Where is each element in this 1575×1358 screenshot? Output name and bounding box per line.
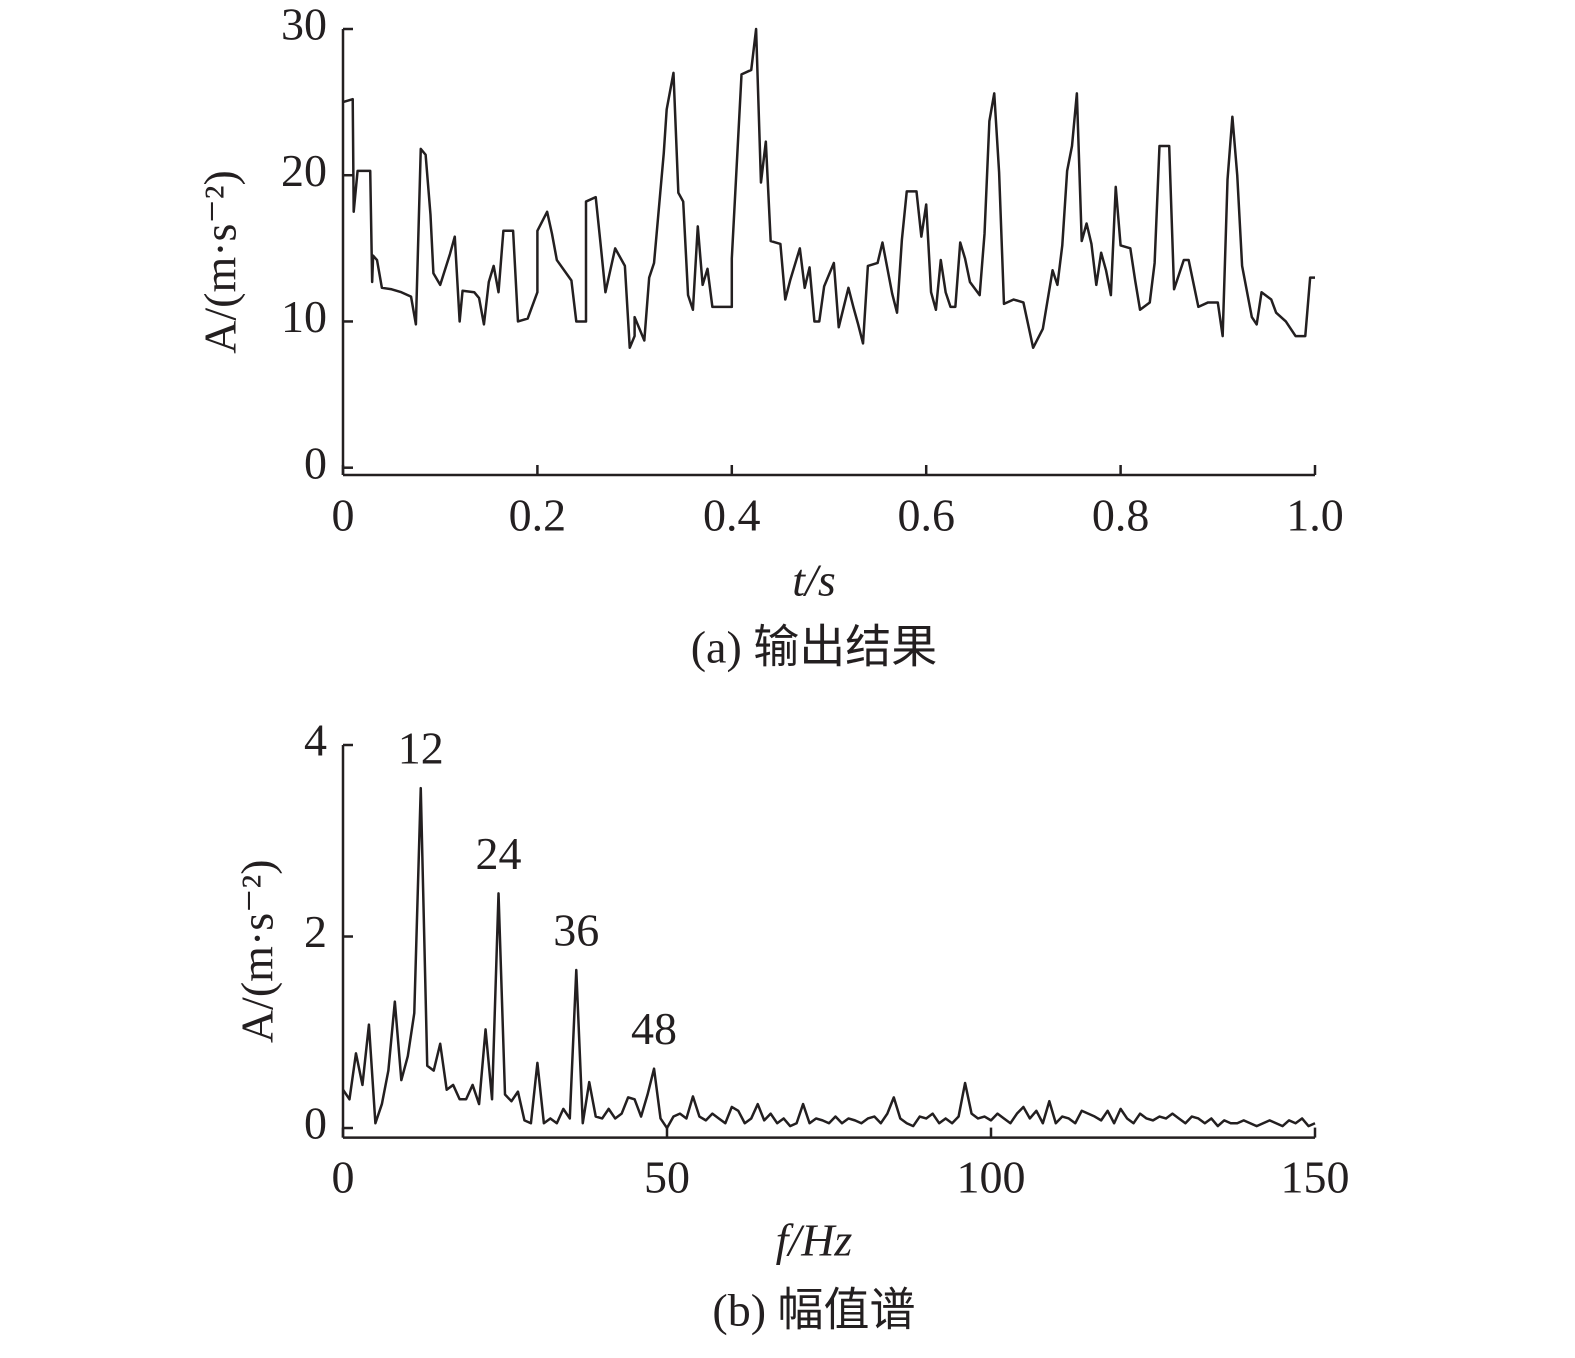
x-tick-label: 0 xyxy=(332,1152,355,1203)
x-tick-label: 0.6 xyxy=(897,490,955,541)
x-tick-label: 100 xyxy=(957,1152,1026,1203)
x-tick-label: 150 xyxy=(1281,1152,1350,1203)
x-tick-label: 1.0 xyxy=(1286,490,1344,541)
x-tick-label: 0.8 xyxy=(1092,490,1150,541)
peak-label: 24 xyxy=(476,828,522,879)
peak-label: 36 xyxy=(553,905,599,956)
x-axis-label: f/Hz xyxy=(776,1215,853,1266)
y-tick-label: 10 xyxy=(281,291,327,342)
y-tick-label: 30 xyxy=(281,0,327,50)
peak-label: 12 xyxy=(398,723,444,774)
x-tick-label: 0.2 xyxy=(509,490,567,541)
x-axis-label: t/s xyxy=(792,555,835,606)
data-line xyxy=(341,786,1316,1130)
caption: (b) 幅值谱 xyxy=(712,1285,915,1336)
data-line xyxy=(342,27,1315,350)
y-tick-label: 0 xyxy=(304,437,327,488)
y-tick-label: 4 xyxy=(304,715,327,766)
caption: (a) 输出结果 xyxy=(691,622,938,673)
y-axis-label: A/(m·s⁻²) xyxy=(195,170,246,354)
peak-label: 48 xyxy=(631,1003,677,1054)
y-tick-label: 2 xyxy=(304,906,327,957)
x-tick-label: 0 xyxy=(332,490,355,541)
y-tick-label: 20 xyxy=(281,145,327,196)
x-tick-label: 0.4 xyxy=(703,490,761,541)
y-tick-label: 0 xyxy=(304,1098,327,1149)
x-tick-label: 50 xyxy=(644,1152,690,1203)
y-axis-label: A/(m·s⁻²) xyxy=(232,859,283,1043)
